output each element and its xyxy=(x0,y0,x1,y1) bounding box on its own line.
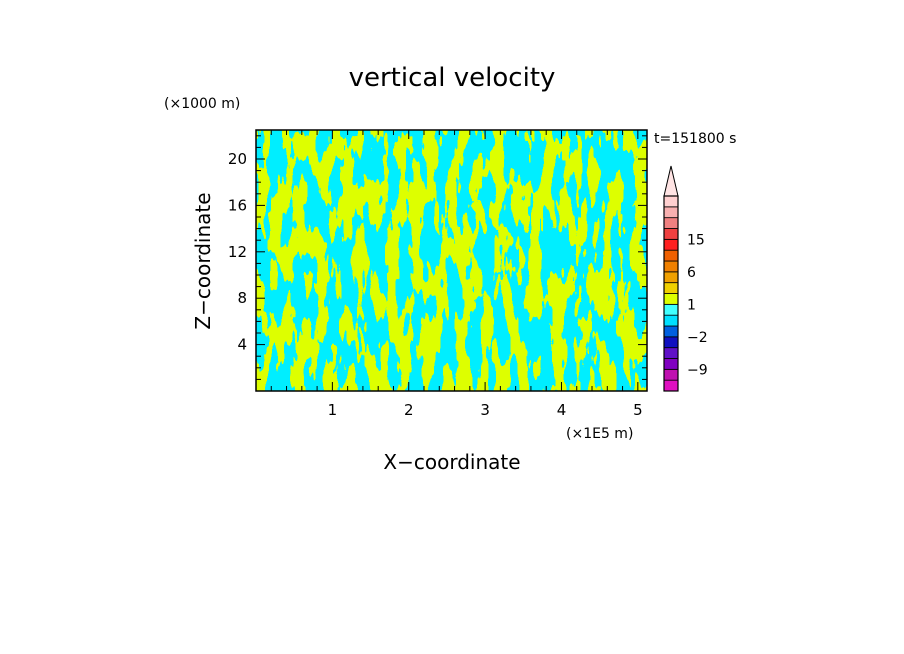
y-tick-label: 8 xyxy=(237,289,247,307)
colorbar-segment xyxy=(663,303,679,316)
x-tick-label: 5 xyxy=(633,401,643,419)
plot-area xyxy=(256,130,647,391)
y-unit-label: (×1000 m) xyxy=(164,96,240,112)
colorbar-label: 1 xyxy=(687,297,696,313)
x-tick-label: 1 xyxy=(328,401,338,419)
chart-title: vertical velocity xyxy=(349,63,556,93)
y-axis: 4 8 12 16 20 xyxy=(228,135,647,380)
colorbar-segment xyxy=(663,271,679,284)
x-tick-label: 4 xyxy=(557,401,567,419)
colorbar-segment xyxy=(663,293,679,305)
colorbar-segment xyxy=(663,282,679,294)
colorbar-extend-max xyxy=(663,165,679,197)
y-tick-label: 12 xyxy=(228,243,247,261)
colorbar-segment xyxy=(663,206,679,219)
colorbar-segment xyxy=(663,260,679,273)
colorbar: 15 6 1 −2 −9 xyxy=(663,165,708,392)
x-unit-label: (×1E5 m) xyxy=(566,426,633,442)
colorbar-label: −2 xyxy=(687,330,708,346)
y-tick-label: 20 xyxy=(228,150,247,168)
x-axis: 1 2 3 4 5 xyxy=(270,130,643,419)
y-tick-label: 16 xyxy=(228,196,247,214)
plot-frame xyxy=(255,129,648,392)
positive-field xyxy=(256,130,647,391)
colorbar-segment xyxy=(663,217,679,229)
colorbar-segment xyxy=(663,195,679,208)
colorbar-segment xyxy=(663,228,679,240)
colorbar-segment xyxy=(663,347,679,359)
colorbar-frame xyxy=(663,195,679,392)
time-label: t=151800 s xyxy=(654,131,736,147)
x-tick-label: 3 xyxy=(480,401,490,419)
colorbar-segment xyxy=(663,358,679,370)
colorbar-segment xyxy=(663,379,679,392)
colorbar-segment xyxy=(663,336,679,349)
colorbar-label: −9 xyxy=(687,362,708,378)
y-tick-label: 4 xyxy=(237,336,247,354)
x-axis-label: X−coordinate xyxy=(383,450,520,474)
colorbar-segment xyxy=(663,325,679,338)
colorbar-segment xyxy=(663,368,679,381)
colorbar-segment xyxy=(663,314,679,327)
colorbar-segment xyxy=(663,238,679,251)
y-axis-label: Z−coordinate xyxy=(191,192,215,329)
colorbar-label: 15 xyxy=(687,232,705,248)
x-tick-label: 2 xyxy=(404,401,414,419)
colorbar-label: 6 xyxy=(687,265,696,281)
colorbar-segment xyxy=(663,249,679,262)
